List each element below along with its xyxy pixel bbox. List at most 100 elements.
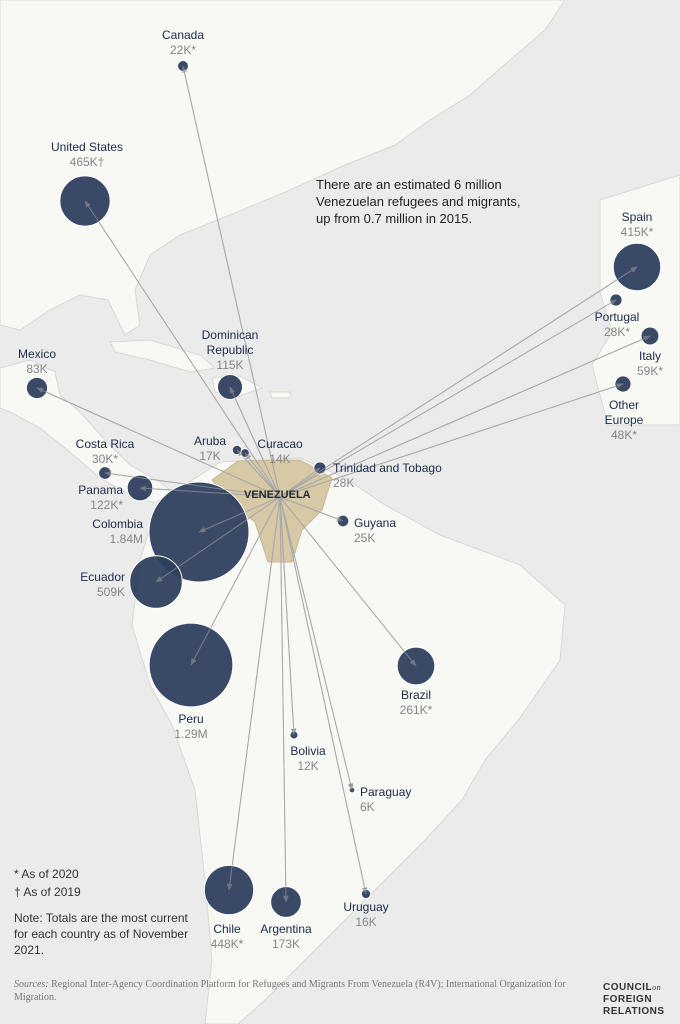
country-label: Peru 1.29M [174,712,207,742]
country-value: 6K [360,800,375,814]
country-label: Trinidad and Tobago 28K [333,461,442,491]
country-name: Chile [213,922,241,936]
country-label: Mexico 83K [18,347,56,377]
country-name: Ecuador [80,570,125,584]
flow-arrow [279,496,354,791]
country-name: Mexico [17,347,57,361]
country-name: Peru [178,712,204,726]
flow-arrow [279,496,368,895]
country-name: Other Europe [604,398,644,427]
country-label: Panama 122K* [78,483,123,513]
country-name: Colombia [92,517,143,531]
country-label: Colombia 1.84M [92,517,143,547]
flow-arrow [279,299,617,498]
europe [591,174,680,426]
flow-arrow [279,496,417,667]
country-name: Curacao [257,437,303,451]
country-value: 83K [26,362,48,376]
country-label: Curacao 14K [257,437,302,467]
country-value: 22K* [169,43,197,57]
country-value: 14K [269,452,291,466]
country-label: Chile 448K* [211,922,244,952]
flow-arrow [279,383,624,498]
country-value: 16K [355,915,377,929]
country-name: Guyana [354,516,397,530]
flow-arrow [279,496,289,903]
flow-arrow [139,485,281,498]
country-value: 122K* [90,498,123,512]
logo-text: FOREIGN [603,994,653,1005]
flow-arrow [190,496,281,666]
country-label: Aruba 17K [194,434,226,464]
north-america [0,0,566,336]
country-label: Paraguay 6K [360,785,411,815]
country-label: Argentina 173K [260,922,311,952]
country-name: Portugal [594,310,640,324]
logo-text: RELATIONS [603,1006,665,1017]
country-label: Dominican Republic 115K [190,328,270,373]
country-label: Canada 22K* [162,28,204,58]
annotation: There are an estimated 6 million Venezue… [316,177,521,226]
notes: * As of 2020 † As of 2019 Note: Totals a… [14,866,194,960]
flow-arrow [229,386,281,498]
flow-arrow [279,266,638,498]
logo-text: COUNCIL [603,982,653,993]
country-label: Uruguay 16K [343,900,388,930]
country-value: 48K* [610,428,638,442]
country-value: 30K* [91,452,119,466]
flow-arrow [279,496,297,736]
country-value: 448K* [210,937,244,951]
country-label: Portugal 28K* [595,310,640,340]
country-label: Spain 415K* [621,210,654,240]
country-name: Paraguay [360,785,412,799]
note: Note: Totals are the most current for ea… [14,911,189,957]
country-label: Guyana 25K [354,516,396,546]
country-name: Uruguay [343,900,389,914]
country-label: Bolivia 12K [290,744,325,774]
country-name: Trinidad and Tobago [333,461,442,475]
flow-arrow [84,200,281,498]
country-name: United States [50,140,124,154]
sources: Sources: Regional Inter-Agency Coordinat… [14,978,594,1004]
country-value: 17K [199,449,221,463]
origin-label: VENEZUELA [244,489,311,501]
flow-arrow [279,496,344,522]
country-value: 1.84M [109,532,143,546]
country-name: Panama [78,483,123,497]
flow-arrow [227,496,281,891]
country-value: 261K* [399,703,433,717]
flow-arrow [279,467,321,498]
country-name: Canada [161,28,205,42]
country-label: United States 465K† [51,140,123,170]
country-value: 28K* [603,325,631,339]
country-name: Dominican Republic [201,328,259,357]
flow-arrow [198,496,281,533]
country-value: 1.29M [174,727,208,741]
logo-text: on [652,983,662,992]
country-value: 415K* [620,225,654,239]
country-name: Italy [638,349,661,363]
country-value: 28K [333,476,355,490]
note: † As of 2019 [14,885,81,899]
note: * As of 2020 [14,867,79,881]
sources-label: Sources: [14,979,49,990]
flow-arrow [279,335,651,498]
country-name: Bolivia [290,744,326,758]
flow-arrow [244,452,281,498]
sources-text: Regional Inter-Agency Coordination Platf… [14,979,566,1003]
country-label: Other Europe 48K* [594,398,654,443]
flow-arrow [236,449,281,498]
country-name: Spain [621,210,653,224]
country-label: Italy 59K* [637,349,663,379]
flow-arrow [36,387,281,498]
flow-arrow [104,471,281,498]
country-value: 25K [354,531,376,545]
logo: COUNCILon FOREIGN RELATIONS [603,982,665,1018]
country-name: Brazil [400,688,432,702]
country-value: 12K [297,759,319,773]
country-name: Argentina [260,922,312,936]
country-value: 509K [96,585,125,599]
flow-arrow [155,496,281,583]
